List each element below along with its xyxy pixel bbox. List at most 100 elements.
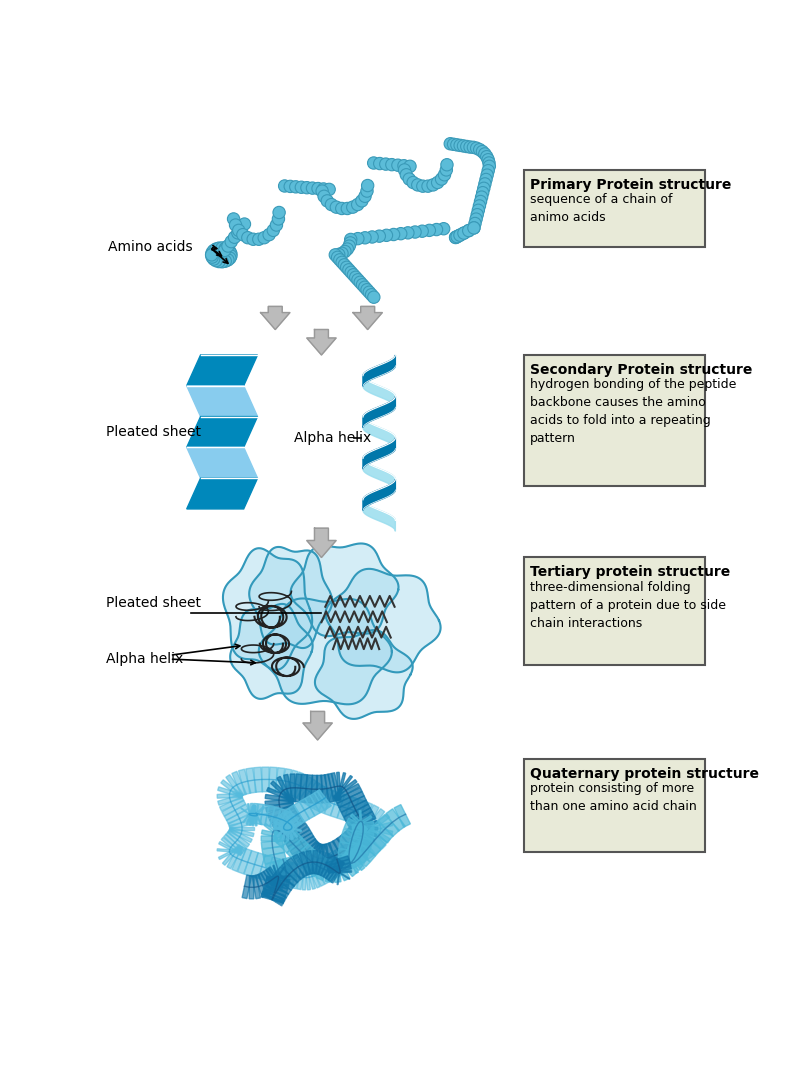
Polygon shape	[299, 799, 314, 819]
Circle shape	[222, 240, 234, 252]
Text: sequence of a chain of
animo acids: sequence of a chain of animo acids	[530, 193, 673, 225]
Polygon shape	[339, 842, 361, 852]
Polygon shape	[368, 822, 393, 832]
Polygon shape	[266, 857, 280, 883]
Polygon shape	[316, 857, 331, 881]
Circle shape	[380, 229, 393, 242]
Polygon shape	[242, 875, 252, 899]
Polygon shape	[328, 841, 346, 868]
Polygon shape	[226, 774, 244, 798]
Polygon shape	[326, 859, 342, 880]
Polygon shape	[348, 852, 358, 873]
Polygon shape	[318, 857, 334, 882]
Polygon shape	[275, 874, 297, 880]
Polygon shape	[317, 775, 322, 803]
Circle shape	[359, 191, 371, 202]
Circle shape	[458, 227, 470, 240]
Circle shape	[326, 198, 338, 211]
Polygon shape	[322, 854, 341, 879]
Polygon shape	[329, 871, 351, 872]
Polygon shape	[334, 784, 360, 800]
Polygon shape	[274, 821, 294, 831]
Polygon shape	[241, 808, 258, 820]
Polygon shape	[267, 864, 290, 878]
Polygon shape	[350, 824, 374, 842]
Circle shape	[476, 146, 489, 158]
FancyBboxPatch shape	[524, 355, 705, 486]
FancyBboxPatch shape	[524, 557, 705, 666]
Circle shape	[461, 141, 473, 152]
Circle shape	[482, 153, 494, 166]
Circle shape	[356, 195, 368, 207]
Polygon shape	[266, 878, 290, 885]
Polygon shape	[328, 863, 350, 871]
Circle shape	[218, 244, 231, 257]
Polygon shape	[232, 771, 246, 797]
Polygon shape	[262, 836, 282, 841]
Polygon shape	[297, 865, 305, 889]
Circle shape	[444, 137, 457, 150]
Polygon shape	[344, 823, 366, 836]
Text: Alpha helix: Alpha helix	[294, 430, 371, 445]
Polygon shape	[328, 862, 344, 882]
Text: Alpha helix: Alpha helix	[106, 652, 183, 666]
Circle shape	[225, 250, 237, 262]
Circle shape	[338, 259, 350, 271]
Polygon shape	[254, 806, 257, 825]
Polygon shape	[351, 831, 374, 839]
Polygon shape	[246, 805, 254, 824]
Polygon shape	[274, 819, 278, 841]
Circle shape	[358, 281, 371, 293]
Polygon shape	[249, 875, 254, 899]
Polygon shape	[352, 821, 374, 829]
Circle shape	[210, 243, 222, 256]
Polygon shape	[368, 825, 393, 835]
Polygon shape	[335, 788, 362, 803]
Polygon shape	[281, 814, 295, 832]
Polygon shape	[272, 810, 298, 829]
Polygon shape	[366, 808, 385, 832]
Circle shape	[210, 255, 222, 267]
Circle shape	[224, 252, 236, 264]
Polygon shape	[290, 836, 316, 854]
Circle shape	[295, 181, 307, 194]
Polygon shape	[345, 829, 368, 852]
Polygon shape	[327, 859, 350, 869]
Circle shape	[345, 233, 357, 246]
Polygon shape	[262, 846, 285, 856]
Circle shape	[230, 219, 242, 231]
Polygon shape	[350, 799, 366, 824]
Polygon shape	[290, 543, 398, 636]
Polygon shape	[328, 867, 351, 873]
Circle shape	[398, 164, 410, 176]
Polygon shape	[252, 875, 261, 899]
Polygon shape	[359, 835, 381, 856]
Circle shape	[475, 191, 488, 203]
Polygon shape	[274, 825, 294, 830]
FancyBboxPatch shape	[524, 170, 705, 247]
Polygon shape	[394, 804, 410, 828]
Polygon shape	[299, 852, 311, 875]
Polygon shape	[266, 802, 294, 813]
Circle shape	[483, 157, 495, 169]
Circle shape	[374, 158, 386, 169]
Circle shape	[482, 164, 494, 177]
Circle shape	[338, 245, 351, 258]
Circle shape	[253, 233, 265, 245]
Polygon shape	[260, 804, 269, 825]
Circle shape	[451, 230, 463, 243]
Polygon shape	[278, 815, 301, 835]
Circle shape	[398, 160, 410, 171]
Circle shape	[458, 140, 470, 152]
Polygon shape	[332, 861, 341, 883]
Circle shape	[219, 255, 231, 267]
Polygon shape	[363, 396, 395, 428]
Circle shape	[454, 229, 466, 242]
Polygon shape	[262, 892, 283, 904]
Polygon shape	[286, 830, 312, 847]
Polygon shape	[337, 773, 346, 800]
Polygon shape	[305, 775, 313, 803]
Circle shape	[336, 202, 348, 215]
Polygon shape	[339, 796, 366, 813]
Polygon shape	[314, 787, 329, 812]
